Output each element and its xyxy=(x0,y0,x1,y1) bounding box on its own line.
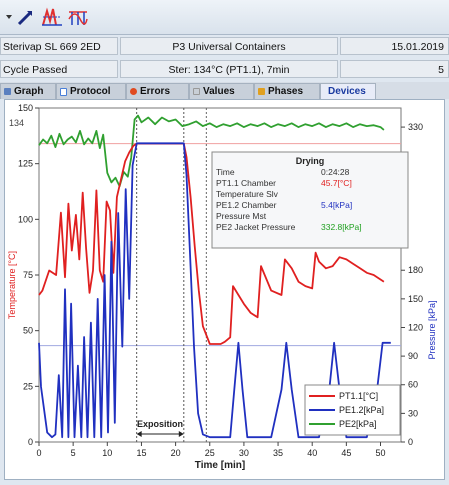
tooltip-row-value: 5.4[kPa] xyxy=(321,200,352,210)
cursor-tool-icon[interactable] xyxy=(15,6,37,28)
graph-panel: 0 5 10 15 20 25 30 35 40 45 50 0 25 50 75 100 125 150 0 30 6… xyxy=(4,99,445,480)
x-tick-label: 40 xyxy=(307,448,317,458)
x-tick-label: 50 xyxy=(376,448,386,458)
cycle-date: 15.01.2019 xyxy=(340,37,449,55)
chart-legend: PT1.1[°C] PE1.2[kPa] PE2[kPa] xyxy=(304,384,401,436)
y-right-tick-label: 120 xyxy=(408,322,423,332)
y-left-tick-label: 25 xyxy=(23,381,33,391)
series-line-0 xyxy=(38,142,385,345)
cursor-tooltip: Drying Time 0:24:28 PT1.1 Chamber 45.7[°C] T… xyxy=(211,151,409,249)
info-row-2: Cycle Passed Ster: 134°C (PT1.1), 7min 5 xyxy=(0,60,449,78)
x-tick-label: 15 xyxy=(136,448,146,458)
x-tick-label: 10 xyxy=(102,448,112,458)
tab-graph[interactable]: Graph xyxy=(0,83,56,99)
tab-label: Protocol xyxy=(70,86,111,97)
tooltip-row-label: PE1.2 Chamber xyxy=(216,200,277,210)
x-tick-label: 45 xyxy=(341,448,351,458)
y-left-tick-label: 150 xyxy=(18,103,33,113)
exposition-label: Exposition xyxy=(137,419,183,429)
y-right-tick-label: 90 xyxy=(408,351,418,361)
tooltip-row-label: PE2 Jacket Pressure xyxy=(216,222,296,232)
phases-icon xyxy=(258,88,265,95)
y-axis-label-left: Temperature [°C] xyxy=(7,251,17,319)
exposition-arrow-left-head xyxy=(136,431,142,437)
tab-label: Devices xyxy=(328,86,366,97)
y-left-tick-label: 0 xyxy=(28,437,33,447)
tab-errors[interactable]: Errors xyxy=(126,83,189,99)
chart-series xyxy=(38,114,391,439)
y-left-tick-label: 75 xyxy=(23,270,33,280)
tooltip-row-label: Temperature Slv xyxy=(216,189,279,199)
tooltip-row-label: Pressure Mst xyxy=(216,211,267,221)
tooltip-row-label: PT1.1 Chamber xyxy=(216,178,276,188)
device-name: Sterivap SL 669 2ED xyxy=(0,37,118,55)
x-tick-label: 20 xyxy=(171,448,181,458)
tab-label: Phases xyxy=(268,86,304,97)
y-right-tick-label: 30 xyxy=(408,408,418,418)
error-icon xyxy=(130,88,137,95)
x-tick-label: 25 xyxy=(205,448,215,458)
tab-label: Errors xyxy=(140,86,171,97)
y-right-tick-label: 150 xyxy=(408,294,423,304)
y-right-tick-label: 330 xyxy=(408,122,423,132)
series-line-1 xyxy=(38,142,391,439)
tooltip-row-label: Time xyxy=(216,167,235,177)
process-chart[interactable]: 0 5 10 15 20 25 30 35 40 45 50 0 25 50 75 100 125 150 0 30 6… xyxy=(5,100,444,479)
y-right-tick-label: 180 xyxy=(408,265,423,275)
chart-axes: 0 5 10 15 20 25 30 35 40 45 50 0 25 50 75 100 125 150 0 30 6… xyxy=(18,103,423,458)
tooltip-row-value: 45.7[°C] xyxy=(321,178,352,188)
tab-devices[interactable]: Devices xyxy=(320,83,376,99)
tab-protocol[interactable]: Protocol xyxy=(56,83,126,99)
tab-bar: Graph Protocol Errors Values Phases Devi… xyxy=(0,82,449,99)
customer-name: P3 Universal Containers xyxy=(120,37,338,55)
x-tick-label: 5 xyxy=(71,448,76,458)
exposition-region xyxy=(136,108,207,442)
curve-display-icon[interactable] xyxy=(66,6,90,28)
cycle-number: 5 xyxy=(340,60,449,78)
y-right-tick-label: 60 xyxy=(408,380,418,390)
tab-phases[interactable]: Phases xyxy=(254,83,320,99)
x-tick-label: 35 xyxy=(273,448,283,458)
legend-label-pe2: PE2[kPa] xyxy=(339,419,377,429)
tooltip-row-value: 332.8[kPa] xyxy=(321,222,362,232)
series-line-2 xyxy=(38,114,385,188)
x-tick-label: 30 xyxy=(239,448,249,458)
tooltip-background xyxy=(211,151,409,249)
tooltip-row-value: 0:24:28 xyxy=(321,167,350,177)
cycle-status: Cycle Passed xyxy=(0,60,118,78)
signal-analysis-icon[interactable] xyxy=(40,6,64,28)
legend-label-pt11: PT1.1[°C] xyxy=(339,391,378,401)
y-left-tick-label: 125 xyxy=(18,159,33,169)
x-tick-label: 0 xyxy=(36,448,41,458)
tooltip-title: Drying xyxy=(296,156,325,166)
y-left-tick-label: 50 xyxy=(23,326,33,336)
table-icon xyxy=(193,88,200,95)
y-left-tick-label: 100 xyxy=(18,214,33,224)
legend-label-pe12: PE1.2[kPa] xyxy=(339,405,384,415)
info-row-1: Sterivap SL 669 2ED P3 Universal Contain… xyxy=(0,37,449,55)
exposition-arrow-right-head xyxy=(178,431,184,437)
y-right-tick-label: 0 xyxy=(408,437,413,447)
tab-label: Values xyxy=(203,86,235,97)
x-axis-label: Time [min] xyxy=(195,460,245,471)
program-name: Ster: 134°C (PT1.1), 7min xyxy=(120,60,338,78)
chart-icon xyxy=(4,88,11,95)
tab-label: Graph xyxy=(14,86,44,97)
dropdown-arrow-icon[interactable] xyxy=(4,6,14,28)
y-axis-label-right: Pressure [kPa] xyxy=(427,300,437,359)
document-icon xyxy=(60,88,67,96)
left-top-tick-label: 134 xyxy=(9,118,24,128)
tab-values[interactable]: Values xyxy=(189,83,254,99)
toolbar xyxy=(0,0,449,35)
